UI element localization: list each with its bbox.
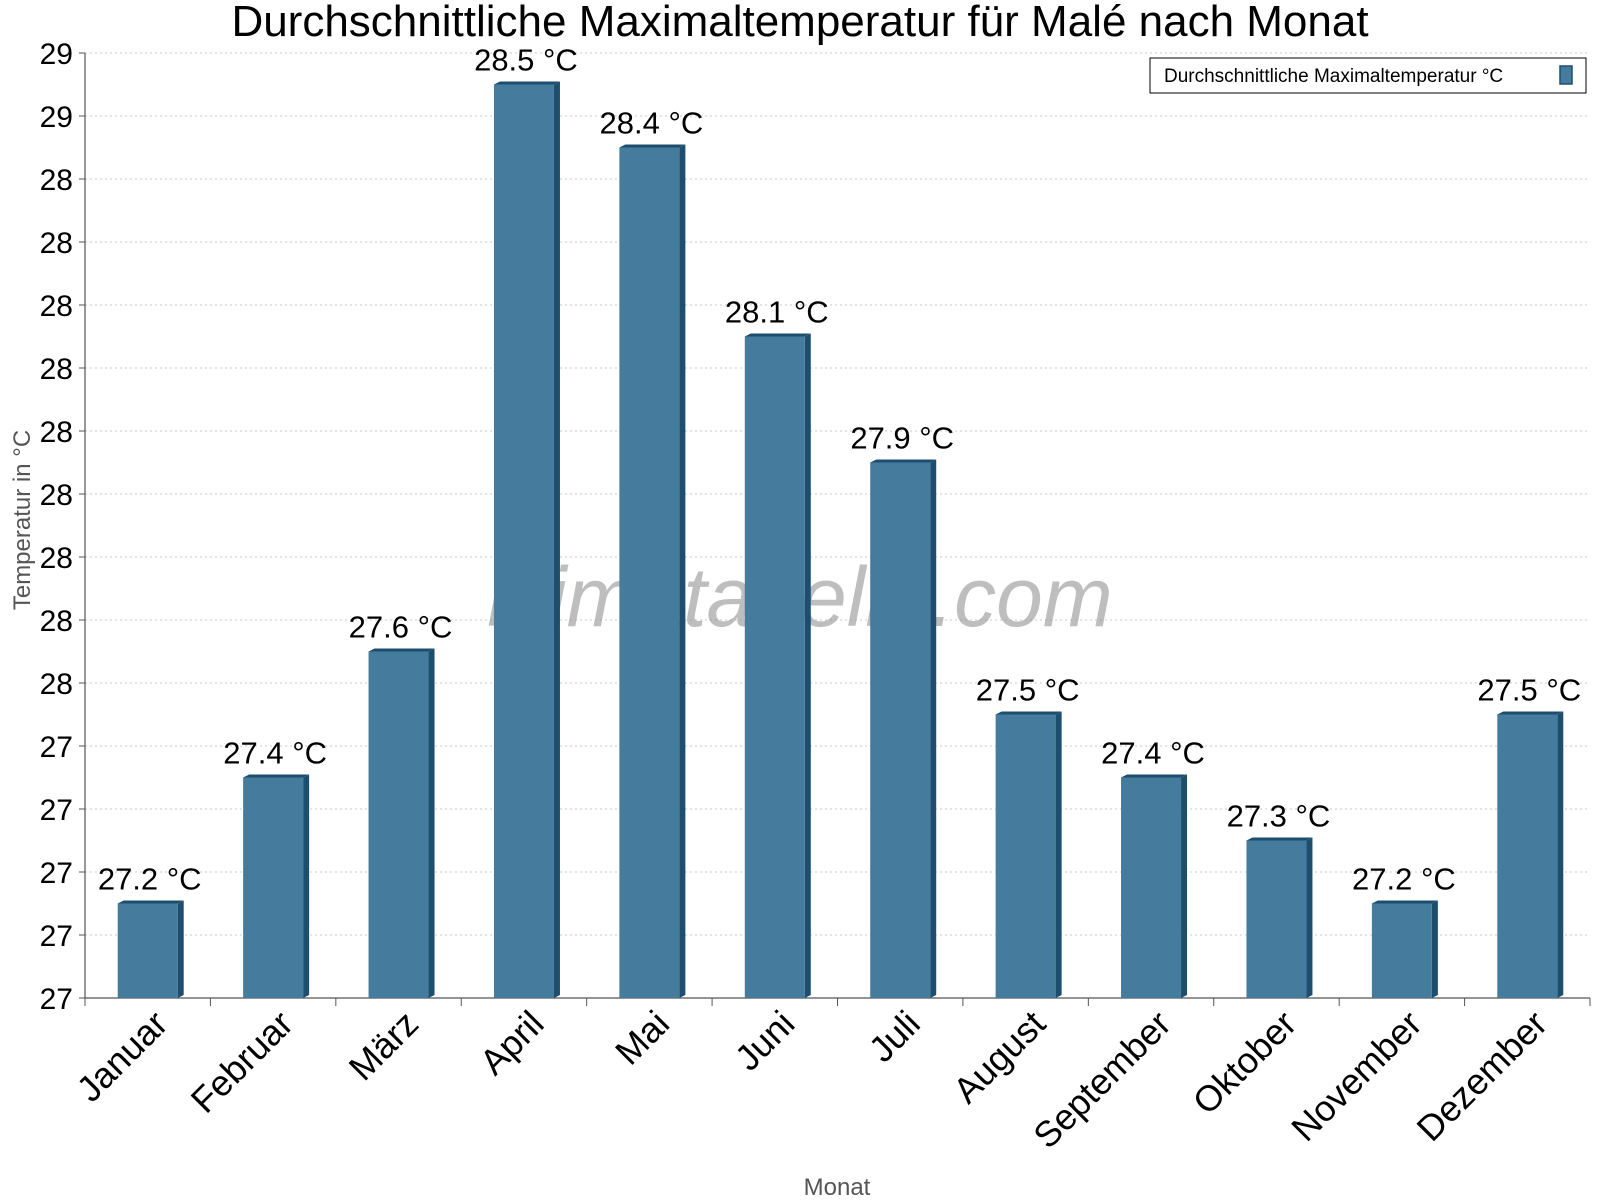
bar-top xyxy=(1121,774,1188,778)
bar-side xyxy=(1055,711,1062,998)
data-label: 27.3 °C xyxy=(1227,799,1331,834)
bar-top xyxy=(368,648,435,652)
y-tick-label: 28 xyxy=(40,479,73,512)
data-label: 28.1 °C xyxy=(725,295,829,330)
x-tick-label: November xyxy=(1283,1003,1429,1149)
bar xyxy=(995,714,1056,998)
x-tick-label: Februar xyxy=(183,1003,301,1121)
bar xyxy=(870,462,931,998)
bar-top xyxy=(995,711,1062,715)
data-label: 27.4 °C xyxy=(223,736,327,771)
x-tick-label: Januar xyxy=(69,1003,176,1110)
bar-side xyxy=(1557,711,1564,998)
x-tick-label: Juli xyxy=(861,1003,928,1070)
bar xyxy=(744,336,805,998)
y-tick-label: 28 xyxy=(40,164,73,197)
bar-side xyxy=(679,144,686,998)
bar-side xyxy=(1306,837,1313,998)
data-label: 27.2 °C xyxy=(1352,862,1456,897)
bar-side xyxy=(428,648,435,998)
y-tick-label: 28 xyxy=(40,668,73,701)
data-label: 27.2 °C xyxy=(98,862,202,897)
bar xyxy=(1497,714,1558,998)
y-tick-label: 28 xyxy=(40,353,73,386)
bar xyxy=(1371,903,1432,998)
bar xyxy=(1246,840,1307,998)
y-tick-label: 27 xyxy=(40,857,73,890)
gridlines xyxy=(85,52,1590,936)
x-tick-label: Dezember xyxy=(1409,1003,1555,1149)
x-axis-label: Monat xyxy=(804,1174,871,1200)
bar xyxy=(1121,777,1182,998)
x-tick-label: September xyxy=(1025,1003,1179,1157)
bar xyxy=(368,651,429,998)
y-tick-label: 28 xyxy=(40,542,73,575)
bar xyxy=(619,147,680,998)
data-label: 28.5 °C xyxy=(474,43,578,78)
data-labels: 27.2 °C 27.4 °C 27.6 °C 28.5 °C 28.4 °C 28.1 … xyxy=(98,43,1581,897)
x-tick-label: Mai xyxy=(607,1003,677,1073)
y-tick-label: 27 xyxy=(40,731,73,764)
y-tick-label: 27 xyxy=(40,983,73,1016)
legend: Durchschnittliche Maximaltemperatur °C xyxy=(1149,57,1587,94)
bars xyxy=(117,81,1564,998)
bar-top xyxy=(1371,900,1438,904)
data-label: 28.4 °C xyxy=(600,106,704,141)
bar-side xyxy=(303,774,310,998)
data-label: 27.6 °C xyxy=(349,610,453,645)
bar-top xyxy=(117,900,184,904)
y-tick-label: 29 xyxy=(40,101,73,134)
bar xyxy=(117,903,178,998)
bar-top xyxy=(870,459,937,463)
y-axis-label: Temperatur in °C xyxy=(9,430,36,610)
bar-side xyxy=(1181,774,1188,998)
bar-top xyxy=(744,333,811,337)
y-tick-label: 29 xyxy=(40,38,73,71)
legend-label: Durchschnittliche Maximaltemperatur °C xyxy=(1164,66,1503,87)
bar-top xyxy=(1497,711,1564,715)
data-label: 27.4 °C xyxy=(1101,736,1205,771)
x-tick-label: März xyxy=(341,1003,427,1089)
bar-side xyxy=(1431,900,1438,998)
legend-swatch xyxy=(1559,65,1573,85)
y-tick-label: 28 xyxy=(40,227,73,260)
x-tick-label: Oktober xyxy=(1185,1003,1305,1123)
y-tick-label: 28 xyxy=(40,416,73,449)
bar-top xyxy=(493,81,560,85)
x-tick-label: April xyxy=(472,1003,552,1083)
data-label: 27.9 °C xyxy=(850,421,954,456)
bar-side xyxy=(930,459,937,998)
bar-top xyxy=(243,774,310,778)
x-tick-label: Juni xyxy=(727,1003,803,1079)
axes xyxy=(79,52,1591,1006)
data-label: 27.5 °C xyxy=(976,673,1080,708)
bar xyxy=(493,84,554,998)
x-tick-label: August xyxy=(945,1003,1053,1111)
y-tick-label: 28 xyxy=(40,605,73,638)
bar-top xyxy=(1246,837,1313,841)
y-tick-label: 27 xyxy=(40,794,73,827)
bar-top xyxy=(619,144,686,148)
data-label: 27.5 °C xyxy=(1477,673,1581,708)
y-tick-label: 28 xyxy=(40,290,73,323)
bar-side xyxy=(553,81,560,998)
chart-title: Durchschnittliche Maximaltemperatur für … xyxy=(231,0,1368,46)
bar xyxy=(243,777,304,998)
y-tick-label: 27 xyxy=(40,920,73,953)
legend-box xyxy=(1149,57,1587,94)
bar-side xyxy=(804,333,811,998)
bar-side xyxy=(177,900,184,998)
